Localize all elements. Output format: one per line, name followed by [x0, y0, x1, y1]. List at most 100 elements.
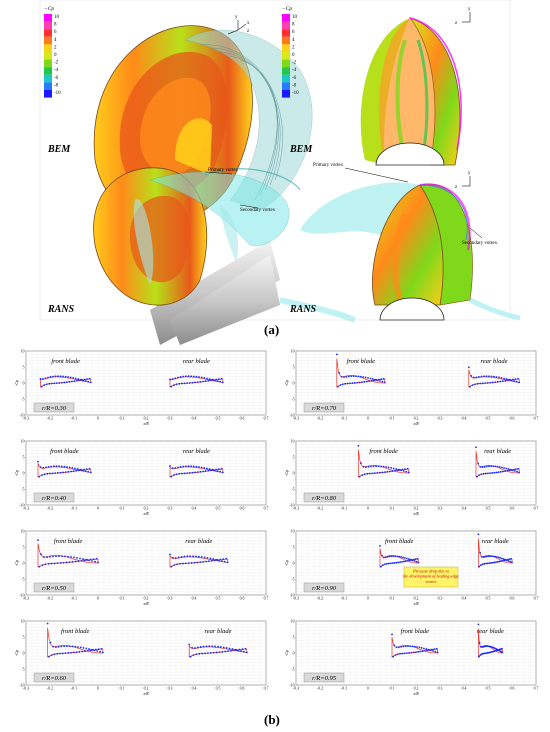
bem-point-front — [61, 555, 63, 558]
figure-a: −Cp 10 8 6 4 2 0 -2 -4 -6 -8 -10 −Cp 10 8 6 4 2 0 -2 -4 -6 -8… — [0, 0, 550, 345]
blade-label-rear: rear blade — [480, 358, 507, 365]
bem-point-front — [357, 444, 360, 447]
bem-point-rear — [496, 560, 499, 563]
bem-point-front — [74, 645, 77, 648]
bem-point-rear — [218, 559, 220, 562]
bem-point-front — [41, 474, 43, 477]
bem-point-rear — [170, 475, 173, 478]
bem-point-rear — [487, 555, 490, 558]
bem-point-front — [372, 465, 375, 468]
blade-label-rear: rear blade — [477, 628, 504, 635]
bem-point-rear — [190, 375, 193, 378]
bem-point-front — [389, 562, 392, 565]
bem-point-front — [410, 559, 413, 561]
bem-point-front — [400, 645, 403, 648]
x-tick-label: 0.4 — [462, 417, 467, 421]
annotation-primary-vortex-left: Primary vortex — [208, 168, 239, 173]
bem-point-front — [94, 560, 96, 563]
bem-point-rear — [186, 555, 189, 558]
bem-point-rear — [485, 555, 488, 558]
bem-point-front — [366, 472, 369, 475]
bem-point-rear — [237, 649, 240, 652]
x-tick-label: 0.5 — [486, 507, 491, 511]
bem-point-rear — [173, 564, 176, 567]
bem-point-front — [38, 565, 41, 568]
bem-point-rear — [208, 645, 211, 648]
bem-point-rear — [216, 470, 219, 472]
bem-point-front — [56, 652, 59, 655]
bem-point-front — [363, 380, 366, 383]
bem-point-rear — [469, 385, 471, 388]
bem-point-front — [67, 470, 70, 473]
bem-point-front — [382, 465, 385, 468]
legend-swatch — [282, 67, 290, 75]
figure-b-caption: (b) — [264, 712, 280, 727]
bem-point-front — [364, 376, 367, 379]
bem-point-rear — [198, 376, 200, 378]
bem-point-rear — [483, 465, 486, 468]
bem-point-rear — [196, 646, 199, 649]
bem-point-rear — [497, 471, 500, 474]
x-tick-label: -0.2 — [317, 507, 323, 511]
bem-point-rear — [480, 555, 483, 558]
legend-tick: -8 — [292, 83, 297, 88]
x-tick-label: 0.2 — [144, 417, 149, 421]
bem-point-rear — [195, 555, 197, 558]
bem-point-front — [49, 555, 51, 558]
bem-point-front — [406, 559, 409, 562]
bem-point-front — [87, 470, 90, 473]
bem-point-rear — [479, 551, 481, 554]
bem-point-front — [402, 556, 404, 559]
bem-point-rear — [503, 467, 505, 469]
axis-letter-y: y — [468, 171, 471, 176]
bem-point-rear — [191, 646, 193, 649]
x-tick-label: -0.1 — [71, 507, 77, 511]
bem-point-rear — [484, 472, 487, 475]
annotations-rans-right: Primary vortex Secondary vortex — [313, 163, 498, 246]
bem-point-rear — [235, 649, 238, 651]
bem-point-rear — [475, 446, 477, 449]
legend-swatch — [282, 59, 290, 68]
bem-point-front — [385, 466, 388, 468]
x-tick-label: -0.3 — [293, 417, 299, 421]
x-tick-label: 0.3 — [438, 507, 443, 511]
bem-point-front — [346, 382, 349, 385]
bem-point-front — [64, 652, 67, 655]
cp-plot-030: 10 5 0 -5 -10-0.3 -0.2 -0.1 0 0.1 0.2 0.3 0.4 0.5 0.6… — [14, 350, 268, 427]
bem-point-front — [66, 466, 68, 468]
bem-point-rear — [207, 469, 210, 472]
legend-swatch — [44, 36, 52, 45]
bem-point-front — [93, 649, 96, 652]
bem-point-front — [43, 473, 46, 476]
bem-point-front — [45, 466, 47, 469]
x-tick-label: 0.2 — [144, 507, 149, 511]
bem-point-front — [407, 558, 410, 560]
bem-point-rear — [508, 469, 511, 472]
bem-point-front — [90, 648, 93, 651]
x-tick-label: 0.1 — [390, 687, 395, 691]
bem-point-rear — [238, 648, 241, 651]
bem-point-rear — [495, 556, 498, 558]
x-tick-label: -0.1 — [341, 597, 347, 601]
bem-point-rear — [173, 474, 175, 477]
bem-point-rear — [206, 377, 208, 380]
bem-point-front — [409, 645, 412, 648]
legend-swatch — [44, 21, 52, 30]
x-tick-label: 0.6 — [510, 597, 515, 601]
bem-point-front — [73, 380, 76, 383]
bem-point-rear — [513, 380, 516, 382]
bem-point-front — [410, 651, 413, 654]
bem-point-front — [379, 380, 381, 382]
bem-point-front — [53, 382, 56, 385]
legend-tick: -10 — [292, 91, 299, 96]
bem-point-front — [78, 379, 81, 382]
bem-point-front — [46, 622, 49, 625]
y-tick-label: 10 — [291, 350, 295, 354]
bem-point-rear — [217, 645, 219, 648]
bem-point-front — [405, 652, 408, 655]
x-tick-label: 0.4 — [192, 507, 197, 511]
bem-point-rear — [245, 651, 248, 654]
bem-point-rear — [210, 469, 212, 472]
bem-point-rear — [477, 375, 480, 378]
panel-rans-left — [93, 167, 301, 345]
